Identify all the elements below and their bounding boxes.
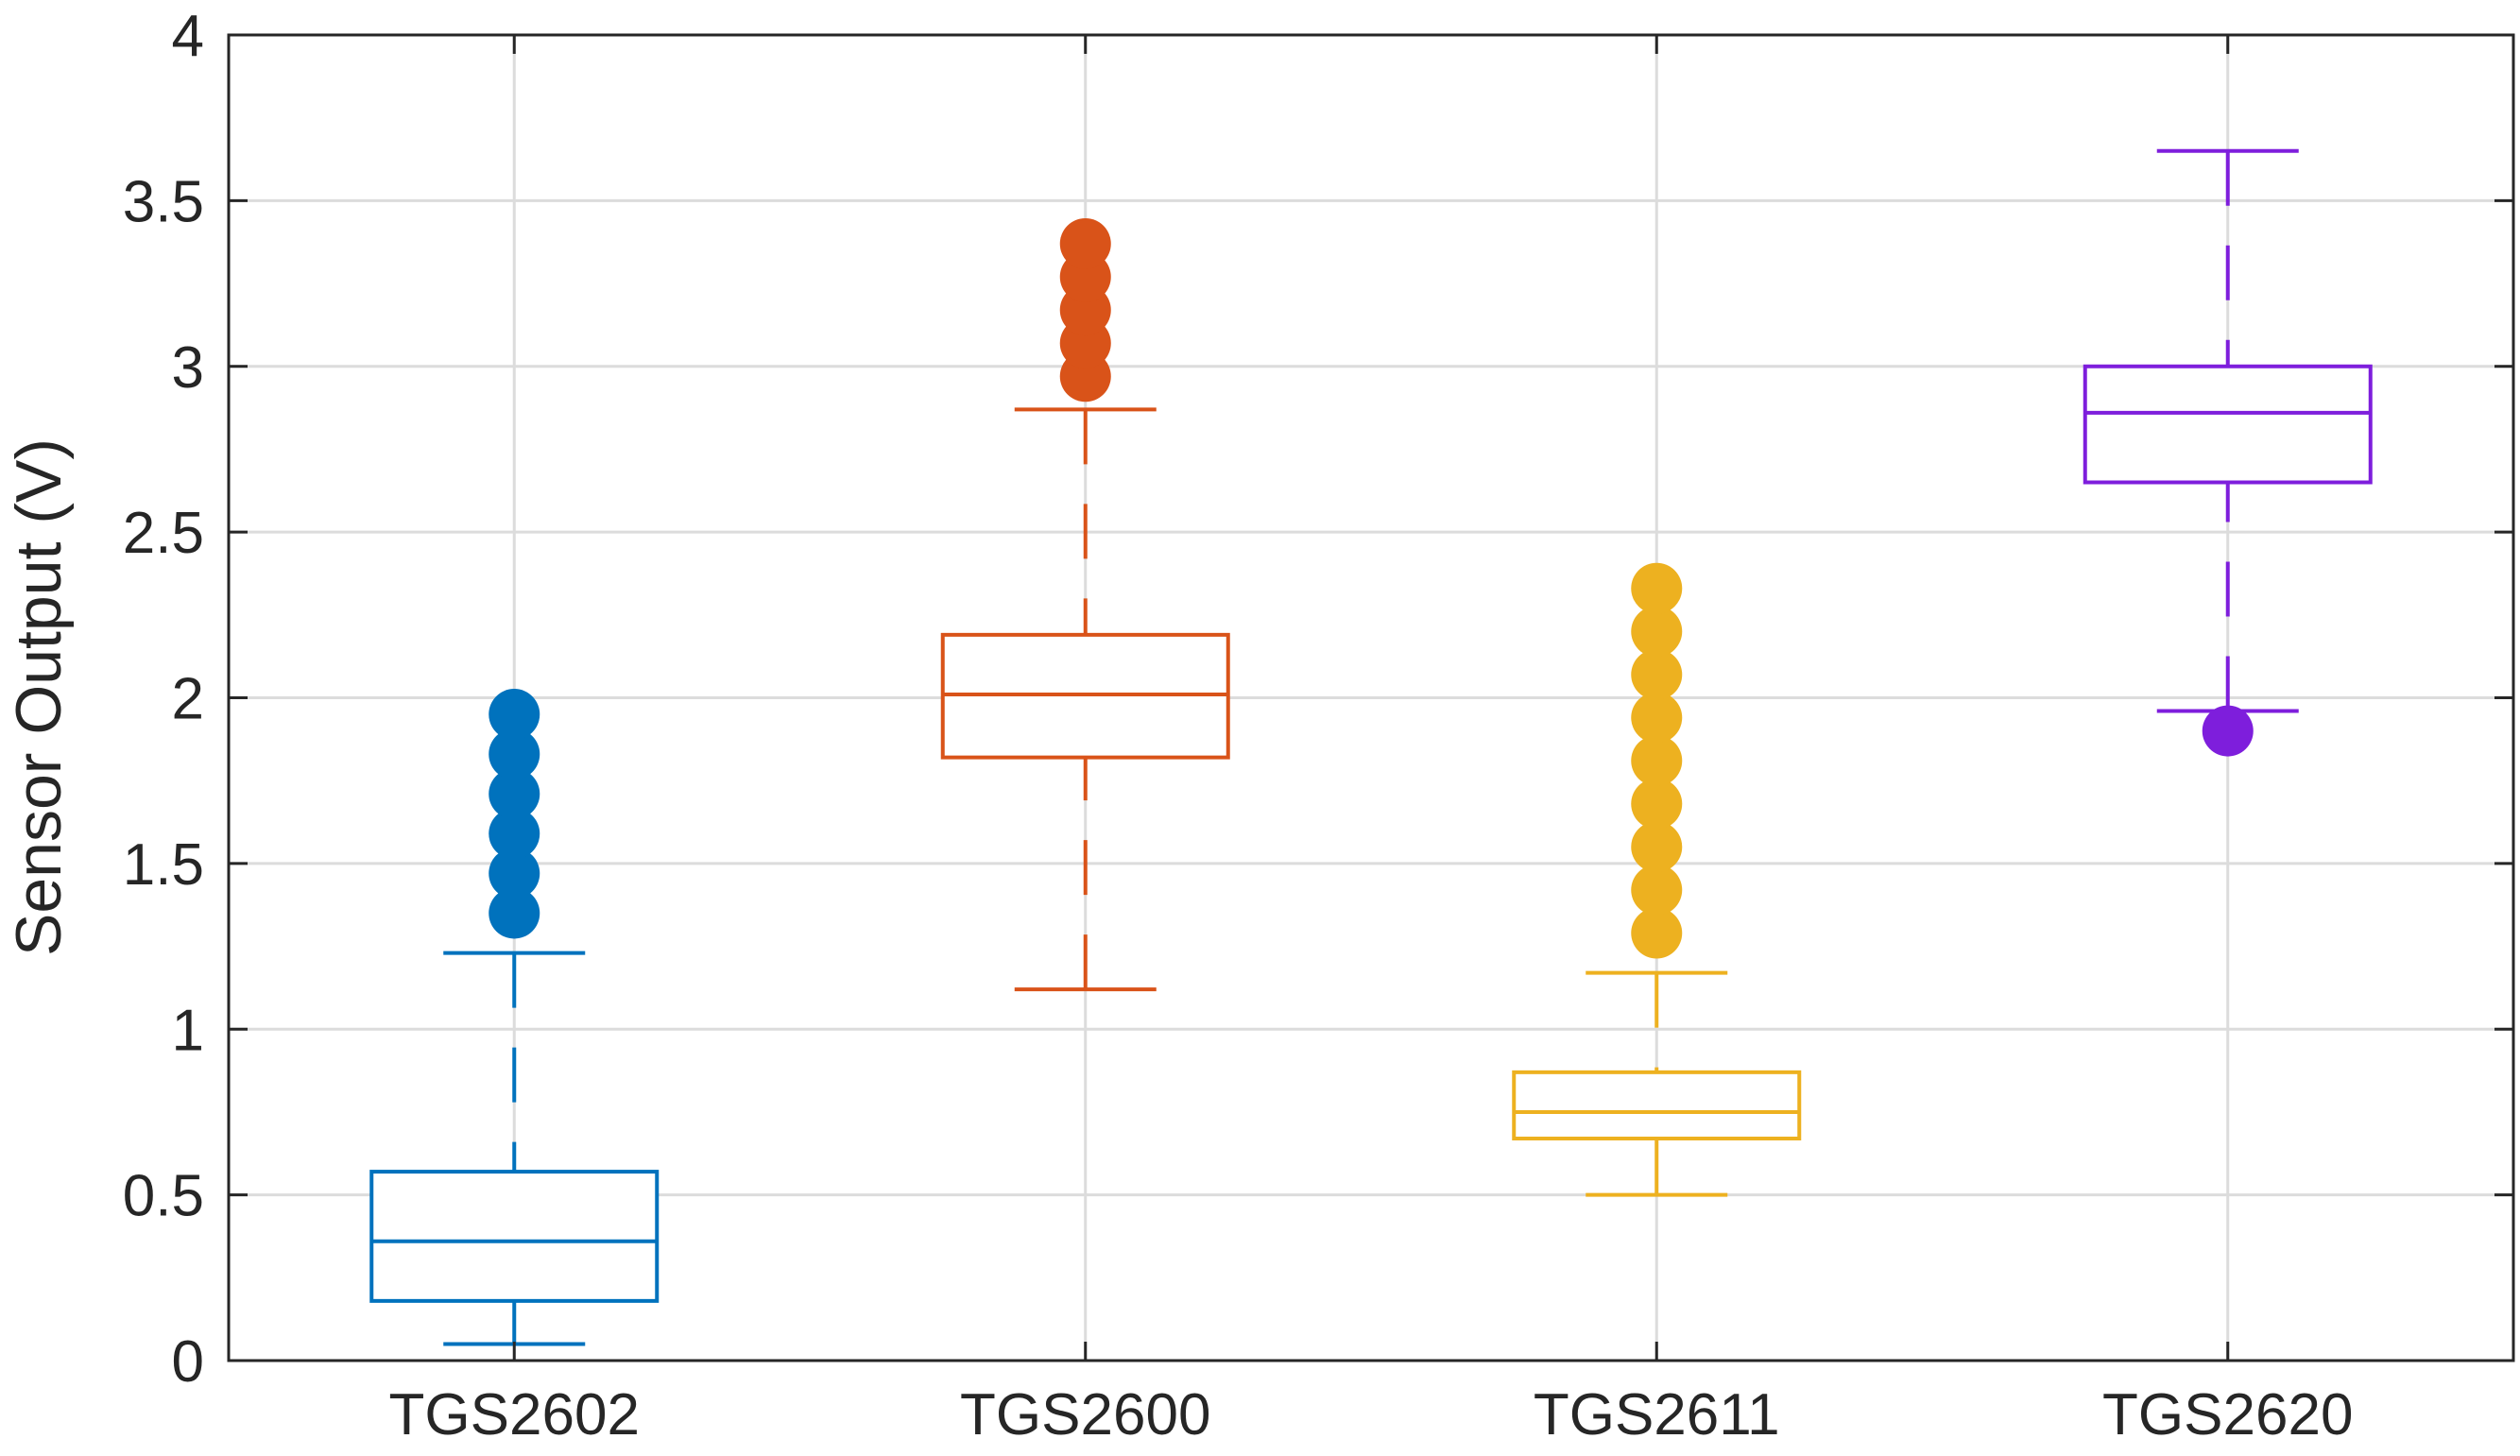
box-tgs2600 [940, 217, 1230, 992]
y-tick-label: 0.5 [123, 1164, 204, 1229]
outlier-point [1059, 217, 1111, 269]
outlier-point [1631, 821, 1683, 873]
y-tick-label: 1 [172, 998, 204, 1063]
y-axis-label: Sensor Output (V) [3, 438, 75, 956]
x-tick-label: TGS2602 [389, 1382, 640, 1447]
outlier-point [1631, 692, 1683, 744]
outlier-point [1631, 778, 1683, 830]
outlier-point [1631, 562, 1683, 614]
outlier-point [489, 808, 540, 860]
outlier-point [2202, 705, 2254, 757]
y-tick-label: 3.5 [123, 169, 204, 234]
x-tick-label: TGS2611 [1534, 1382, 1780, 1447]
y-tick-label: 0 [172, 1329, 204, 1395]
outlier-point [1631, 648, 1683, 700]
iqr-box [369, 1170, 660, 1303]
y-tick-label: 2 [172, 667, 204, 732]
outlier-point [1631, 864, 1683, 916]
outlier-point [489, 768, 540, 820]
iqr-box [1512, 1070, 1802, 1140]
outlier-point [489, 689, 540, 741]
box-tgs2620 [2083, 148, 2373, 757]
boxes [369, 148, 2373, 1346]
outlier-point [489, 887, 540, 939]
outlier-point [489, 728, 540, 780]
box-tgs2602 [369, 689, 660, 1346]
y-tick-label: 2.5 [123, 501, 204, 566]
box-tgs2611 [1512, 562, 1802, 1197]
x-tick-labels: TGS2602 TGS2600 TGS2611 TGS2620 [389, 1382, 2354, 1447]
outlier-point [1631, 907, 1683, 959]
y-tick-label: 1.5 [123, 832, 204, 898]
iqr-box [2083, 364, 2373, 485]
x-tick-label: TGS2600 [960, 1382, 1210, 1447]
outlier-point [489, 848, 540, 899]
y-tick-label: 4 [172, 4, 204, 69]
x-tick-label: TGS2620 [2102, 1382, 2353, 1447]
outlier-point [1631, 735, 1683, 787]
y-tick-labels: 0 0.5 1 1.5 2 2.5 3 3.5 4 [123, 4, 204, 1395]
y-tick-label: 3 [172, 335, 204, 401]
grid [229, 33, 2513, 1362]
outlier-point [1631, 606, 1683, 658]
ticks [229, 33, 2513, 1362]
